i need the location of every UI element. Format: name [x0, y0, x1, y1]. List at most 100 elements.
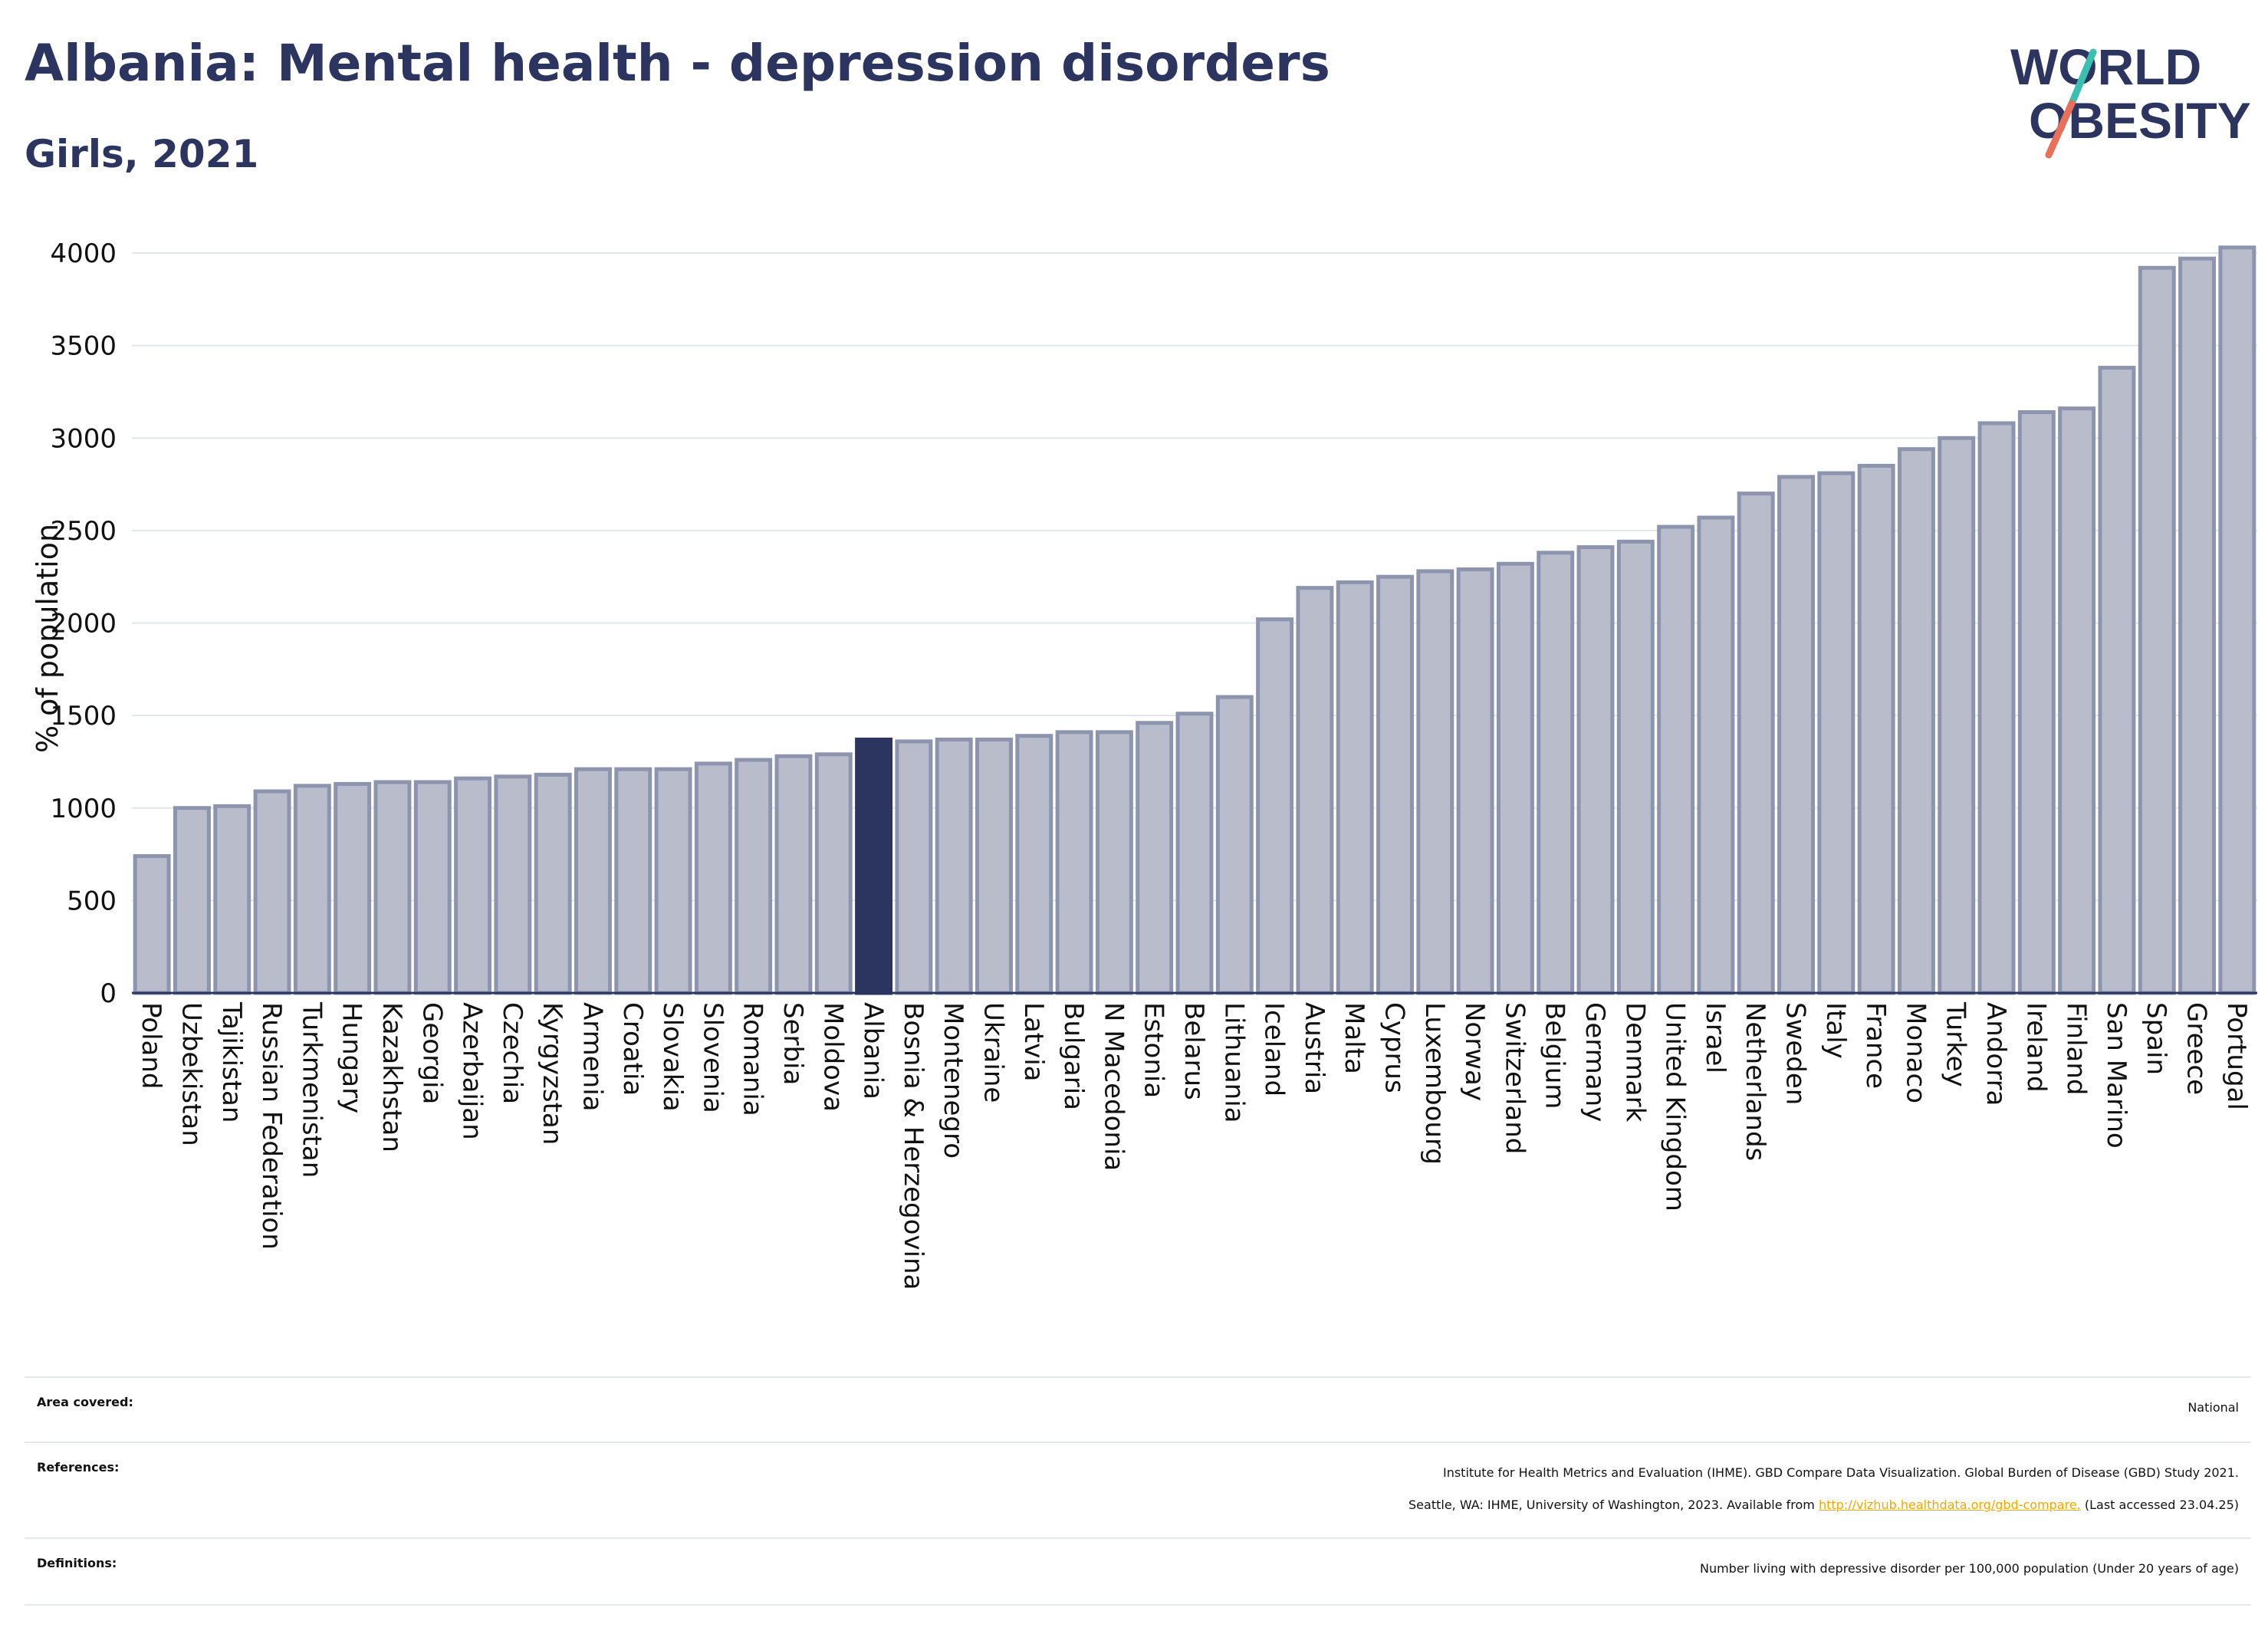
x-tick-label: Ukraine	[978, 1002, 1008, 1103]
footer-references-line2: Seattle, WA: IHME, University of Washing…	[1408, 1489, 2239, 1521]
x-tick-label: Uzbekistan	[176, 1002, 206, 1146]
x-tick-label: Latvia	[1018, 1002, 1049, 1082]
bar-kyrgyzstan	[534, 772, 572, 995]
bar-belgium	[1537, 551, 1575, 995]
bar-azerbaijan	[454, 776, 492, 995]
x-tick-labels: Poland Uzbekistan Tajikistan Russian Federa…	[136, 1001, 2252, 1290]
bar-georgia	[413, 780, 452, 995]
y-axis-label: % of population	[31, 524, 64, 753]
x-tick-label: Andorra	[1980, 1002, 2011, 1106]
x-tick-label: Italy	[1820, 1002, 1851, 1059]
bar-turkmenistan	[293, 784, 331, 995]
x-tick-label: Serbia	[777, 1002, 808, 1085]
page-title: Albania: Mental health - depression diso…	[25, 34, 1330, 93]
bar-cyprus	[1376, 574, 1414, 995]
bar-romania	[735, 758, 773, 995]
x-tick-label: Netherlands	[1740, 1002, 1770, 1161]
bar-lithuania	[1215, 695, 1254, 995]
y-tick-label: 4000	[50, 238, 117, 269]
footer-area-value: National	[2187, 1400, 2239, 1415]
references-link[interactable]: http://vizhub.healthdata.org/gbd-compare…	[1818, 1498, 2081, 1512]
bar-bosnia-herzegovina	[895, 739, 933, 995]
y-tick-label: 1500	[50, 701, 117, 732]
x-tick-label: Georgia	[416, 1002, 447, 1104]
bar-slovenia	[694, 761, 732, 995]
bar-san-marino	[2098, 366, 2136, 995]
bar-chart: 0 500 1000 1500 2000 2500 3000 3500 4000 Poland U…	[31, 238, 2257, 1290]
footer-row-references: References: Institute for Health Metrics…	[25, 1442, 2251, 1535]
bar-germany	[1576, 545, 1615, 995]
bar-russian-federation	[253, 789, 291, 995]
bar-albania	[855, 737, 893, 995]
bar-portugal	[2218, 245, 2256, 995]
x-tick-label: Ireland	[2020, 1002, 2051, 1093]
bar-norway	[1456, 567, 1494, 995]
bar-spain	[2138, 265, 2176, 995]
bar-denmark	[1616, 539, 1655, 995]
bar-malta	[1336, 580, 1374, 995]
x-tick-label: Montenegro	[938, 1002, 968, 1159]
bar-italy	[1817, 471, 1855, 995]
bar-montenegro	[935, 737, 973, 995]
bar-latvia	[1015, 734, 1053, 995]
logo-word-world: WORLD	[2010, 38, 2201, 95]
bar-ireland	[2017, 409, 2056, 995]
x-tick-label: Bulgaria	[1058, 1002, 1089, 1110]
bar-estonia	[1136, 721, 1174, 995]
bar-slovakia	[654, 767, 692, 995]
x-tick-label: Finland	[2061, 1002, 2092, 1096]
y-tick-label: 3000	[50, 423, 117, 454]
x-tick-label: Germany	[1579, 1002, 1610, 1122]
x-tick-label: Kazakhstan	[376, 1002, 407, 1152]
bar-turkey	[1938, 436, 1976, 995]
footer-references-value: Institute for Health Metrics and Evaluat…	[1408, 1457, 2239, 1521]
x-tick-label: Austria	[1299, 1002, 1330, 1094]
x-tick-label: Denmark	[1619, 1002, 1650, 1123]
bar-tajikistan	[213, 804, 251, 995]
world-obesity-logo: WORLD OBESITY	[2010, 38, 2251, 159]
x-tick-label: Romania	[738, 1002, 768, 1116]
footer-definitions-label: Definitions:	[37, 1556, 117, 1570]
x-tick-label: Hungary	[337, 1002, 367, 1113]
y-tick-label: 500	[67, 886, 117, 916]
bar-andorra	[1977, 421, 2016, 995]
bar-iceland	[1256, 617, 1294, 995]
x-tick-label: Sweden	[1780, 1002, 1811, 1105]
page-subtitle: Girls, 2021	[25, 132, 259, 176]
bar-monaco	[1897, 447, 1935, 995]
bar-france	[1857, 463, 1895, 995]
y-tick-label: 2500	[50, 516, 117, 547]
logo-slash-coral	[2045, 100, 2076, 159]
footer-area-label: Area covered:	[37, 1395, 133, 1409]
x-tick-label: Malta	[1339, 1002, 1369, 1074]
bar-finland	[2058, 406, 2096, 995]
y-tick-labels: 0 500 1000 1500 2000 2500 3000 3500 4000	[50, 238, 117, 1009]
bar-austria	[1296, 586, 1334, 995]
bar-united-kingdom	[1657, 524, 1695, 995]
bar-moldova	[814, 752, 853, 995]
x-tick-label: Moldova	[817, 1002, 848, 1112]
bar-poland	[133, 853, 171, 995]
x-tick-label: San Marino	[2101, 1002, 2132, 1149]
bar-greece	[2178, 256, 2217, 995]
bar-kazakhstan	[373, 780, 412, 995]
footer-references-line2-pre: Seattle, WA: IHME, University of Washing…	[1408, 1498, 1819, 1512]
x-tick-label: Norway	[1459, 1002, 1490, 1101]
x-tick-label: Luxembourg	[1419, 1002, 1450, 1165]
x-tick-label: Azerbaijan	[457, 1002, 488, 1140]
x-tick-label: Slovakia	[657, 1002, 688, 1112]
bar-uzbekistan	[173, 806, 211, 995]
footer-definitions-value: Number living with depressive disorder p…	[1699, 1561, 2239, 1576]
bar-hungary	[334, 781, 372, 995]
bar-luxembourg	[1416, 569, 1454, 995]
bar-serbia	[774, 754, 813, 995]
x-tick-label: Switzerland	[1499, 1002, 1530, 1154]
x-tick-label: Lithuania	[1218, 1002, 1249, 1123]
x-tick-label: Tajikistan	[216, 1001, 247, 1123]
x-tick-label: Israel	[1700, 1002, 1731, 1073]
x-tick-label: Iceland	[1259, 1002, 1290, 1096]
x-tick-label: Poland	[136, 1002, 166, 1090]
x-tick-label: Monaco	[1900, 1002, 1931, 1103]
x-tick-label: Bosnia & Herzegovina	[898, 1002, 929, 1290]
x-tick-label: France	[1860, 1002, 1891, 1089]
